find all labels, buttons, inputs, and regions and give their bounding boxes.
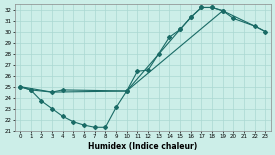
X-axis label: Humidex (Indice chaleur): Humidex (Indice chaleur) [88,142,197,151]
